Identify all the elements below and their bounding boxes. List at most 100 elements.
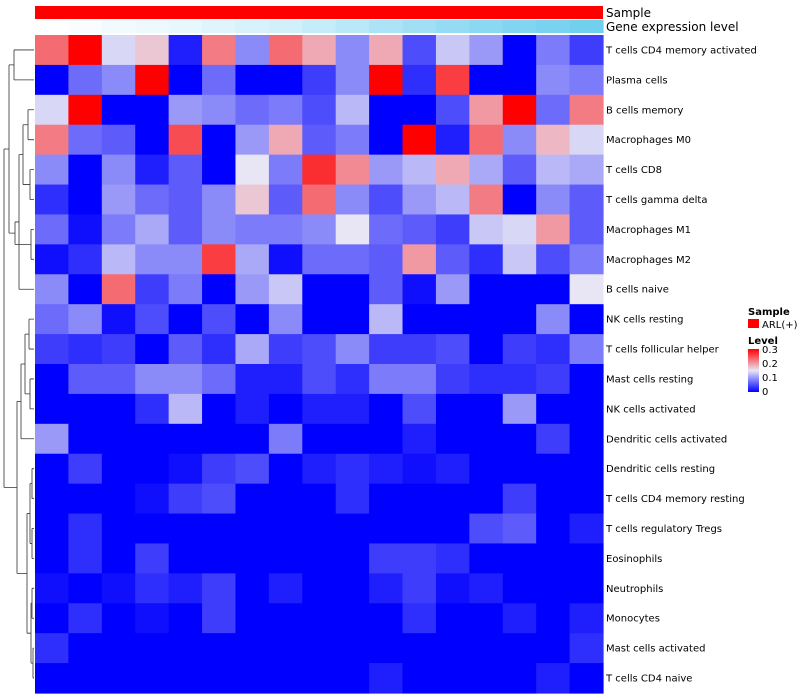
heatmap-cell (268, 393, 303, 425)
heatmap-cell (536, 35, 571, 66)
heatmap-cell (502, 274, 537, 305)
legend-level-tick-0: 0.3 (762, 345, 778, 356)
heatmap-cell (402, 483, 437, 515)
heatmap-cell (235, 513, 270, 545)
heatmap-cell (536, 453, 571, 485)
heatmap-cell (302, 633, 337, 664)
heatmap-cell (268, 364, 303, 395)
annotation-label-sample: Sample (606, 6, 651, 20)
heatmap-cell (536, 543, 571, 574)
heatmap-cell (168, 184, 203, 216)
legend-level-title: Level (748, 336, 778, 347)
heatmap-cell (168, 423, 203, 455)
dendrogram-branch (20, 363, 34, 440)
heatmap-cell (569, 633, 604, 664)
heatmap-cell (502, 64, 537, 96)
legend-sample-item: ARL(+) (762, 320, 798, 331)
annotation-cell-gene-expression (335, 20, 370, 33)
heatmap-cell (35, 334, 70, 365)
heatmap-cell (402, 64, 437, 96)
heatmap-cell (202, 423, 237, 455)
heatmap-cell (369, 154, 404, 186)
heatmap-cell (68, 64, 103, 96)
heatmap-cell (569, 483, 604, 515)
legend-level-tick-1: 0.2 (762, 359, 778, 370)
heatmap-cell (68, 244, 103, 275)
heatmap-cell (268, 513, 303, 545)
heatmap-cell (235, 364, 270, 395)
heatmap-cell (235, 214, 270, 245)
heatmap-cell (35, 513, 70, 545)
heatmap-cell (536, 573, 571, 604)
heatmap-cell (101, 94, 136, 126)
heatmap-cell (502, 244, 537, 275)
heatmap-cell (101, 64, 136, 96)
heatmap-cell (202, 513, 237, 545)
heatmap-cell (235, 184, 270, 216)
heatmap-cell (402, 364, 437, 395)
heatmap-cell (502, 94, 537, 126)
heatmap-cell (435, 483, 470, 515)
heatmap-cell (369, 64, 404, 96)
row-label: Macrophages M1 (606, 225, 691, 236)
heatmap-cell (469, 64, 504, 96)
row-label: Mast cells resting (606, 374, 693, 385)
heatmap-cell (202, 124, 237, 156)
heatmap-cell (402, 393, 437, 425)
heatmap-cell (536, 364, 571, 395)
heatmap-cell (569, 304, 604, 335)
heatmap-cell (202, 304, 237, 335)
dendrogram-branch (27, 109, 34, 141)
heatmap-cell (536, 423, 571, 455)
annotation-bar-sample (35, 6, 603, 19)
heatmap-cell (469, 154, 504, 186)
heatmap-cell (536, 64, 571, 96)
heatmap-cell (35, 184, 70, 216)
heatmap-cell (435, 663, 470, 694)
heatmap-cell (502, 483, 537, 515)
heatmap-cell (402, 573, 437, 604)
row-label: T cells CD4 naive (605, 674, 692, 685)
heatmap-cell (369, 94, 404, 126)
heatmap-cell (302, 423, 337, 455)
heatmap-cell (101, 304, 136, 335)
heatmap-cell (335, 124, 370, 156)
row-label: T cells CD4 memory activated (605, 45, 757, 56)
heatmap-cell (369, 244, 404, 275)
heatmap-cell (402, 513, 437, 545)
heatmap-cell (302, 214, 337, 245)
row-label: Monocytes (606, 614, 660, 625)
dendrogram-branch (31, 587, 34, 619)
heatmap-cell (235, 94, 270, 126)
heatmap-cell (168, 663, 203, 694)
heatmap-cell (335, 35, 370, 66)
heatmap-cell (268, 453, 303, 485)
heatmap-cell (168, 35, 203, 66)
heatmap-cell (302, 94, 337, 126)
heatmap-cell (168, 603, 203, 634)
heatmap-cell (302, 304, 337, 335)
row-label: T cells CD4 memory resting (605, 494, 745, 505)
dendrogram-branch (31, 468, 34, 499)
heatmap-cell (235, 543, 270, 574)
heatmap-cell (68, 35, 103, 66)
heatmap-cell (502, 633, 537, 664)
heatmap-cell (168, 573, 203, 604)
heatmap-cell (569, 184, 604, 216)
heatmap-cell (202, 573, 237, 604)
heatmap-cell (235, 483, 270, 515)
legend: Sample ARL(+) Level 0.3 0.2 0.1 0 (748, 307, 798, 398)
heatmap-cell (369, 304, 404, 335)
heatmap-cell (68, 633, 103, 664)
row-label: NK cells activated (606, 404, 696, 415)
heatmap-cell (68, 453, 103, 485)
heatmap-cell (402, 663, 437, 694)
heatmap-cell (68, 603, 103, 634)
heatmap-cell (502, 364, 537, 395)
heatmap-cell (469, 334, 504, 365)
annotation-cell-gene-expression (202, 20, 237, 33)
heatmap-cell (402, 214, 437, 245)
heatmap-cell (302, 543, 337, 574)
heatmap-cell (202, 603, 237, 634)
heatmap-cell (502, 573, 537, 604)
